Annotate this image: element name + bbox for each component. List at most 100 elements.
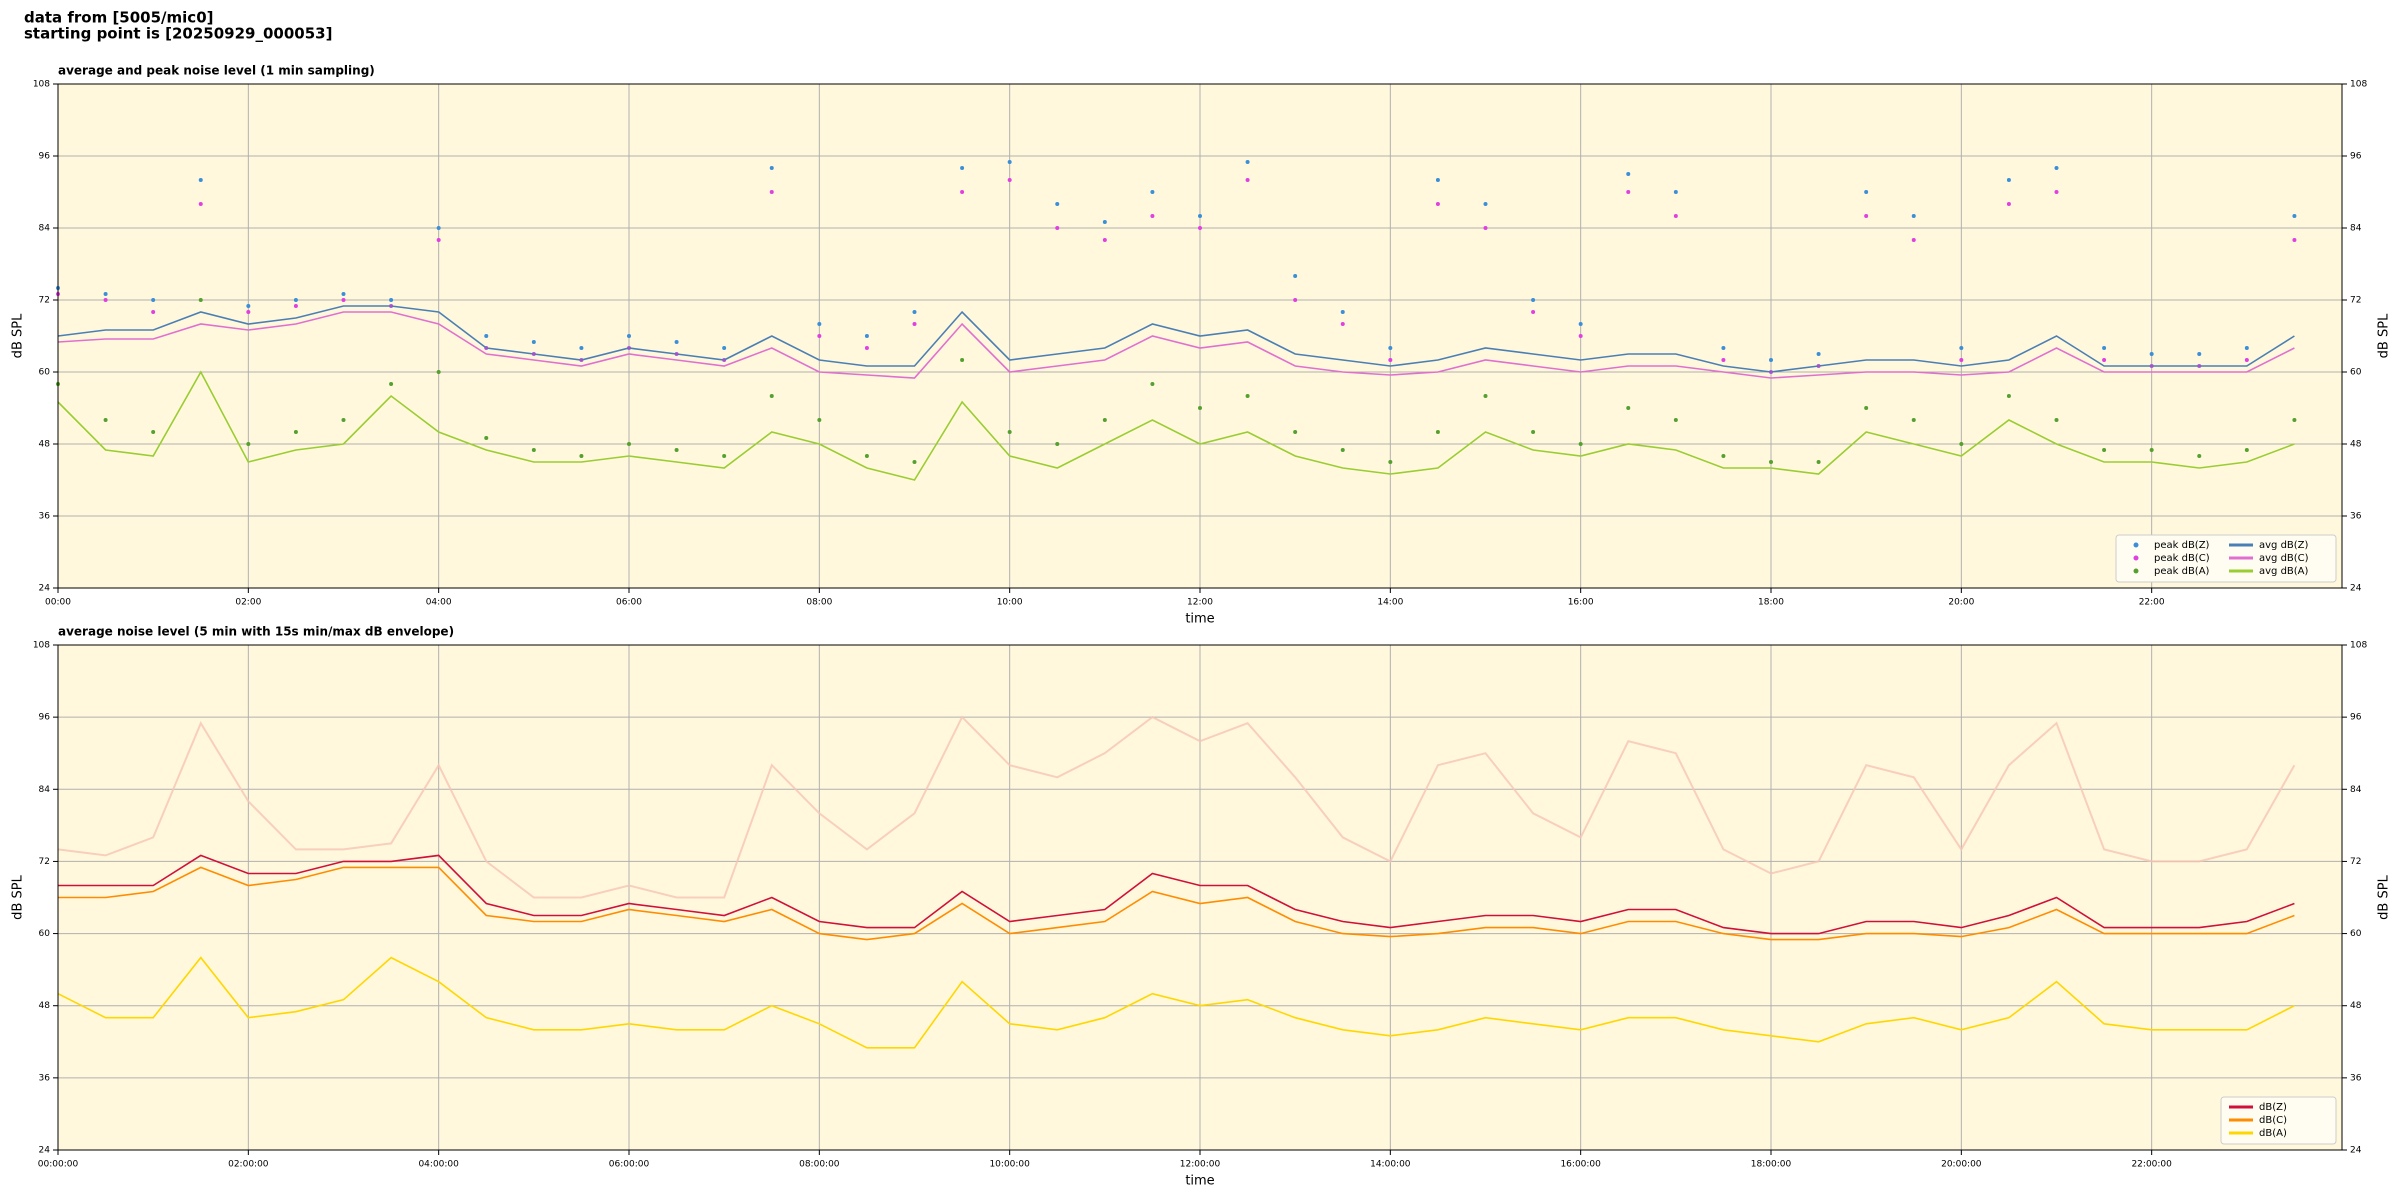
point [531,340,536,344]
y-tick-label: 72 [39,857,50,867]
point [960,358,965,362]
point [2244,448,2249,452]
point [151,430,156,434]
point [103,418,108,422]
point [864,454,869,458]
point [1721,454,1726,458]
x-tick-label: 02:00:00 [228,1160,269,1170]
point [1293,430,1298,434]
y-tick-label: 24 [39,584,51,594]
point [1769,460,1773,464]
y-tick-label: 60 [39,929,51,939]
point [1578,442,1583,446]
point [864,346,869,350]
point [1769,358,1773,362]
y-tick-label: 36 [2350,512,2362,522]
y-tick-label: 72 [2350,857,2361,867]
y-tick-label: 24 [2350,1146,2362,1156]
point [246,442,251,446]
y-tick-label: 108 [2350,641,2367,651]
point [2102,358,2107,362]
point [912,310,917,314]
point [1578,334,1583,338]
point [2197,352,2202,356]
point [817,334,822,338]
point [151,310,156,314]
legend-label: peak dB(C) [2154,553,2210,564]
legend-label: avg dB(Z) [2259,540,2309,551]
legend-label: dB(A) [2259,1128,2287,1139]
point [1055,442,1060,446]
point [293,298,298,302]
point [1435,202,1440,206]
point [531,448,536,452]
series-line [57,956,2295,1049]
point [198,202,203,206]
y-tick-label: 84 [39,224,51,234]
x-tick-label: 14:00:00 [1370,1160,1411,1170]
point [1388,346,1393,350]
x-tick-label: 06:00:00 [609,1160,650,1170]
y-tick-label: 96 [2350,152,2362,162]
point [674,340,679,344]
point [1198,226,1202,230]
point [198,298,203,302]
point [389,382,394,386]
point [1007,430,1012,434]
point [1055,226,1060,230]
y-tick-label: 108 [33,641,50,651]
series-line [58,866,2295,941]
point [1388,358,1393,362]
point [2292,418,2297,422]
point [2244,346,2249,350]
point [1673,418,1678,422]
y-tick-label: 48 [39,440,51,450]
point [2149,352,2154,356]
point [293,304,298,308]
series-line [57,311,2295,379]
x-tick-label: 10:00:00 [989,1160,1030,1170]
point [2292,214,2297,218]
x-tick-label: 20:00:00 [1941,1160,1982,1170]
point [246,310,251,314]
point [1245,394,1250,398]
point [103,298,108,302]
point [1959,442,1964,446]
point [1911,418,1916,422]
point [1340,310,1345,314]
point [1721,358,1726,362]
point [103,292,108,296]
point [1007,178,1012,182]
y-axis-label: dB SPL [2377,874,2392,919]
point [2197,454,2202,458]
point [1531,310,1536,314]
x-tick-label: 16:00:00 [1560,1160,1601,1170]
point [1198,406,1202,410]
x-tick-label: 12:00 [1187,598,1213,608]
point [1959,346,1964,350]
y-tick-label: 24 [39,1146,51,1156]
point [1150,382,1155,386]
point [912,322,917,326]
point [1911,214,1916,218]
x-tick-label: 00:00 [45,598,71,608]
point [436,238,441,242]
point [817,322,822,326]
point [341,298,346,302]
legend-label: avg dB(A) [2259,566,2309,577]
y-tick-label: 108 [2350,80,2367,90]
point [1864,190,1869,194]
series-line [57,305,2295,373]
legend-label: avg dB(C) [2259,553,2309,564]
y-tick-label: 84 [39,785,51,795]
point [1816,460,1821,464]
point [769,394,774,398]
point [1007,160,1012,164]
point [293,430,298,434]
point [436,370,441,374]
point [960,166,965,170]
point [198,178,203,182]
point [674,448,679,452]
legend-marker [2133,542,2139,548]
point [151,298,156,302]
